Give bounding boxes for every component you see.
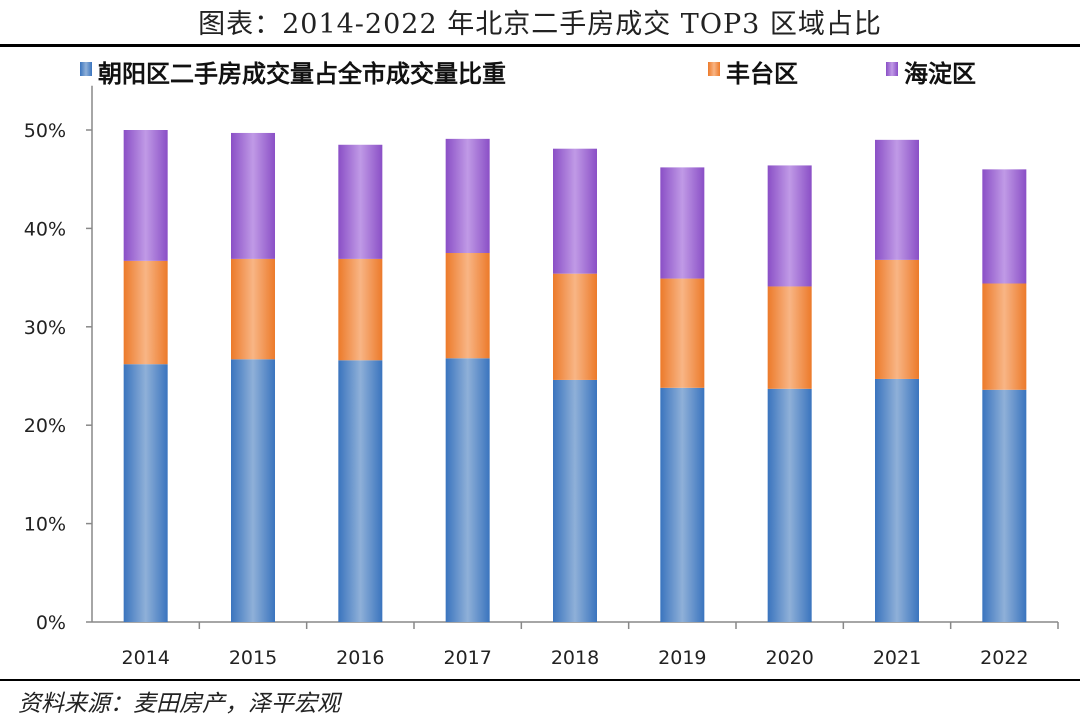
bar-segment-2017-2 bbox=[445, 138, 490, 253]
top-rule bbox=[0, 44, 1080, 47]
bar-segment-2018-2 bbox=[553, 148, 597, 274]
bars bbox=[123, 130, 1027, 622]
x-tick-label: 2016 bbox=[336, 647, 384, 669]
bar-segment-2015-1 bbox=[231, 258, 275, 360]
x-tick-label: 2017 bbox=[443, 647, 491, 669]
legend: 朝阳区二手房成交量占全市成交量比重 丰台区 海淀区 bbox=[80, 60, 976, 88]
bar-segment-2014-0 bbox=[123, 364, 168, 622]
bar-segment-2014-1 bbox=[123, 260, 168, 365]
bar-segment-2021-0 bbox=[875, 378, 919, 622]
x-tick-label: 2014 bbox=[121, 647, 169, 669]
y-tick-label: 0% bbox=[36, 612, 66, 634]
legend-label-2: 海淀区 bbox=[904, 60, 976, 88]
legend-label-0: 朝阳区二手房成交量占全市成交量比重 bbox=[98, 60, 506, 88]
legend-swatch-0 bbox=[80, 62, 92, 76]
bar-segment-2015-2 bbox=[231, 132, 275, 259]
bar-segment-2019-0 bbox=[660, 387, 705, 622]
bar-segment-2016-2 bbox=[338, 144, 383, 259]
y-tick-label: 40% bbox=[24, 218, 66, 240]
bar-segment-2020-2 bbox=[767, 165, 812, 287]
y-tick-label: 10% bbox=[24, 514, 66, 536]
x-tick-label: 2020 bbox=[765, 647, 813, 669]
x-tick-label: 2018 bbox=[551, 647, 599, 669]
bar-segment-2018-1 bbox=[553, 273, 597, 380]
bar-segment-2019-2 bbox=[660, 167, 705, 279]
bar-segment-2021-2 bbox=[875, 139, 919, 260]
x-tick-label: 2015 bbox=[229, 647, 277, 669]
bar-segment-2020-0 bbox=[767, 388, 812, 622]
bar-segment-2018-0 bbox=[553, 379, 597, 622]
chart-title: 图表：2014-2022 年北京二手房成交 TOP3 区域占比 bbox=[198, 9, 882, 40]
bar-segment-2020-1 bbox=[767, 286, 812, 389]
bar-segment-2015-0 bbox=[231, 359, 275, 622]
y-tick-label: 30% bbox=[24, 317, 66, 339]
source-note: 资料来源：麦田房产，泽平宏观 bbox=[18, 691, 340, 717]
bar-segment-2022-1 bbox=[982, 283, 1027, 390]
bar-segment-2021-1 bbox=[875, 259, 919, 379]
bar-segment-2017-1 bbox=[445, 253, 490, 359]
bottom-rule bbox=[0, 679, 1080, 681]
legend-swatch-1 bbox=[708, 62, 720, 76]
legend-swatch-2 bbox=[886, 62, 898, 76]
bar-segment-2016-0 bbox=[338, 360, 383, 622]
legend-label-1: 丰台区 bbox=[726, 60, 798, 88]
bar-segment-2014-2 bbox=[123, 130, 168, 261]
x-axis-labels: 2014 2015 2016 2017 2018 2019 2020 2021 2022 bbox=[121, 647, 1028, 669]
bar-segment-2022-0 bbox=[982, 389, 1027, 622]
x-tick-label: 2022 bbox=[980, 647, 1028, 669]
x-tick-label: 2021 bbox=[873, 647, 921, 669]
bar-segment-2019-1 bbox=[660, 278, 705, 388]
bar-segment-2017-0 bbox=[445, 358, 490, 622]
x-tick-label: 2019 bbox=[658, 647, 706, 669]
y-tick-label: 20% bbox=[24, 415, 66, 437]
y-tick-label: 50% bbox=[24, 120, 66, 142]
bar-segment-2022-2 bbox=[982, 169, 1027, 284]
bar-segment-2016-1 bbox=[338, 258, 383, 361]
